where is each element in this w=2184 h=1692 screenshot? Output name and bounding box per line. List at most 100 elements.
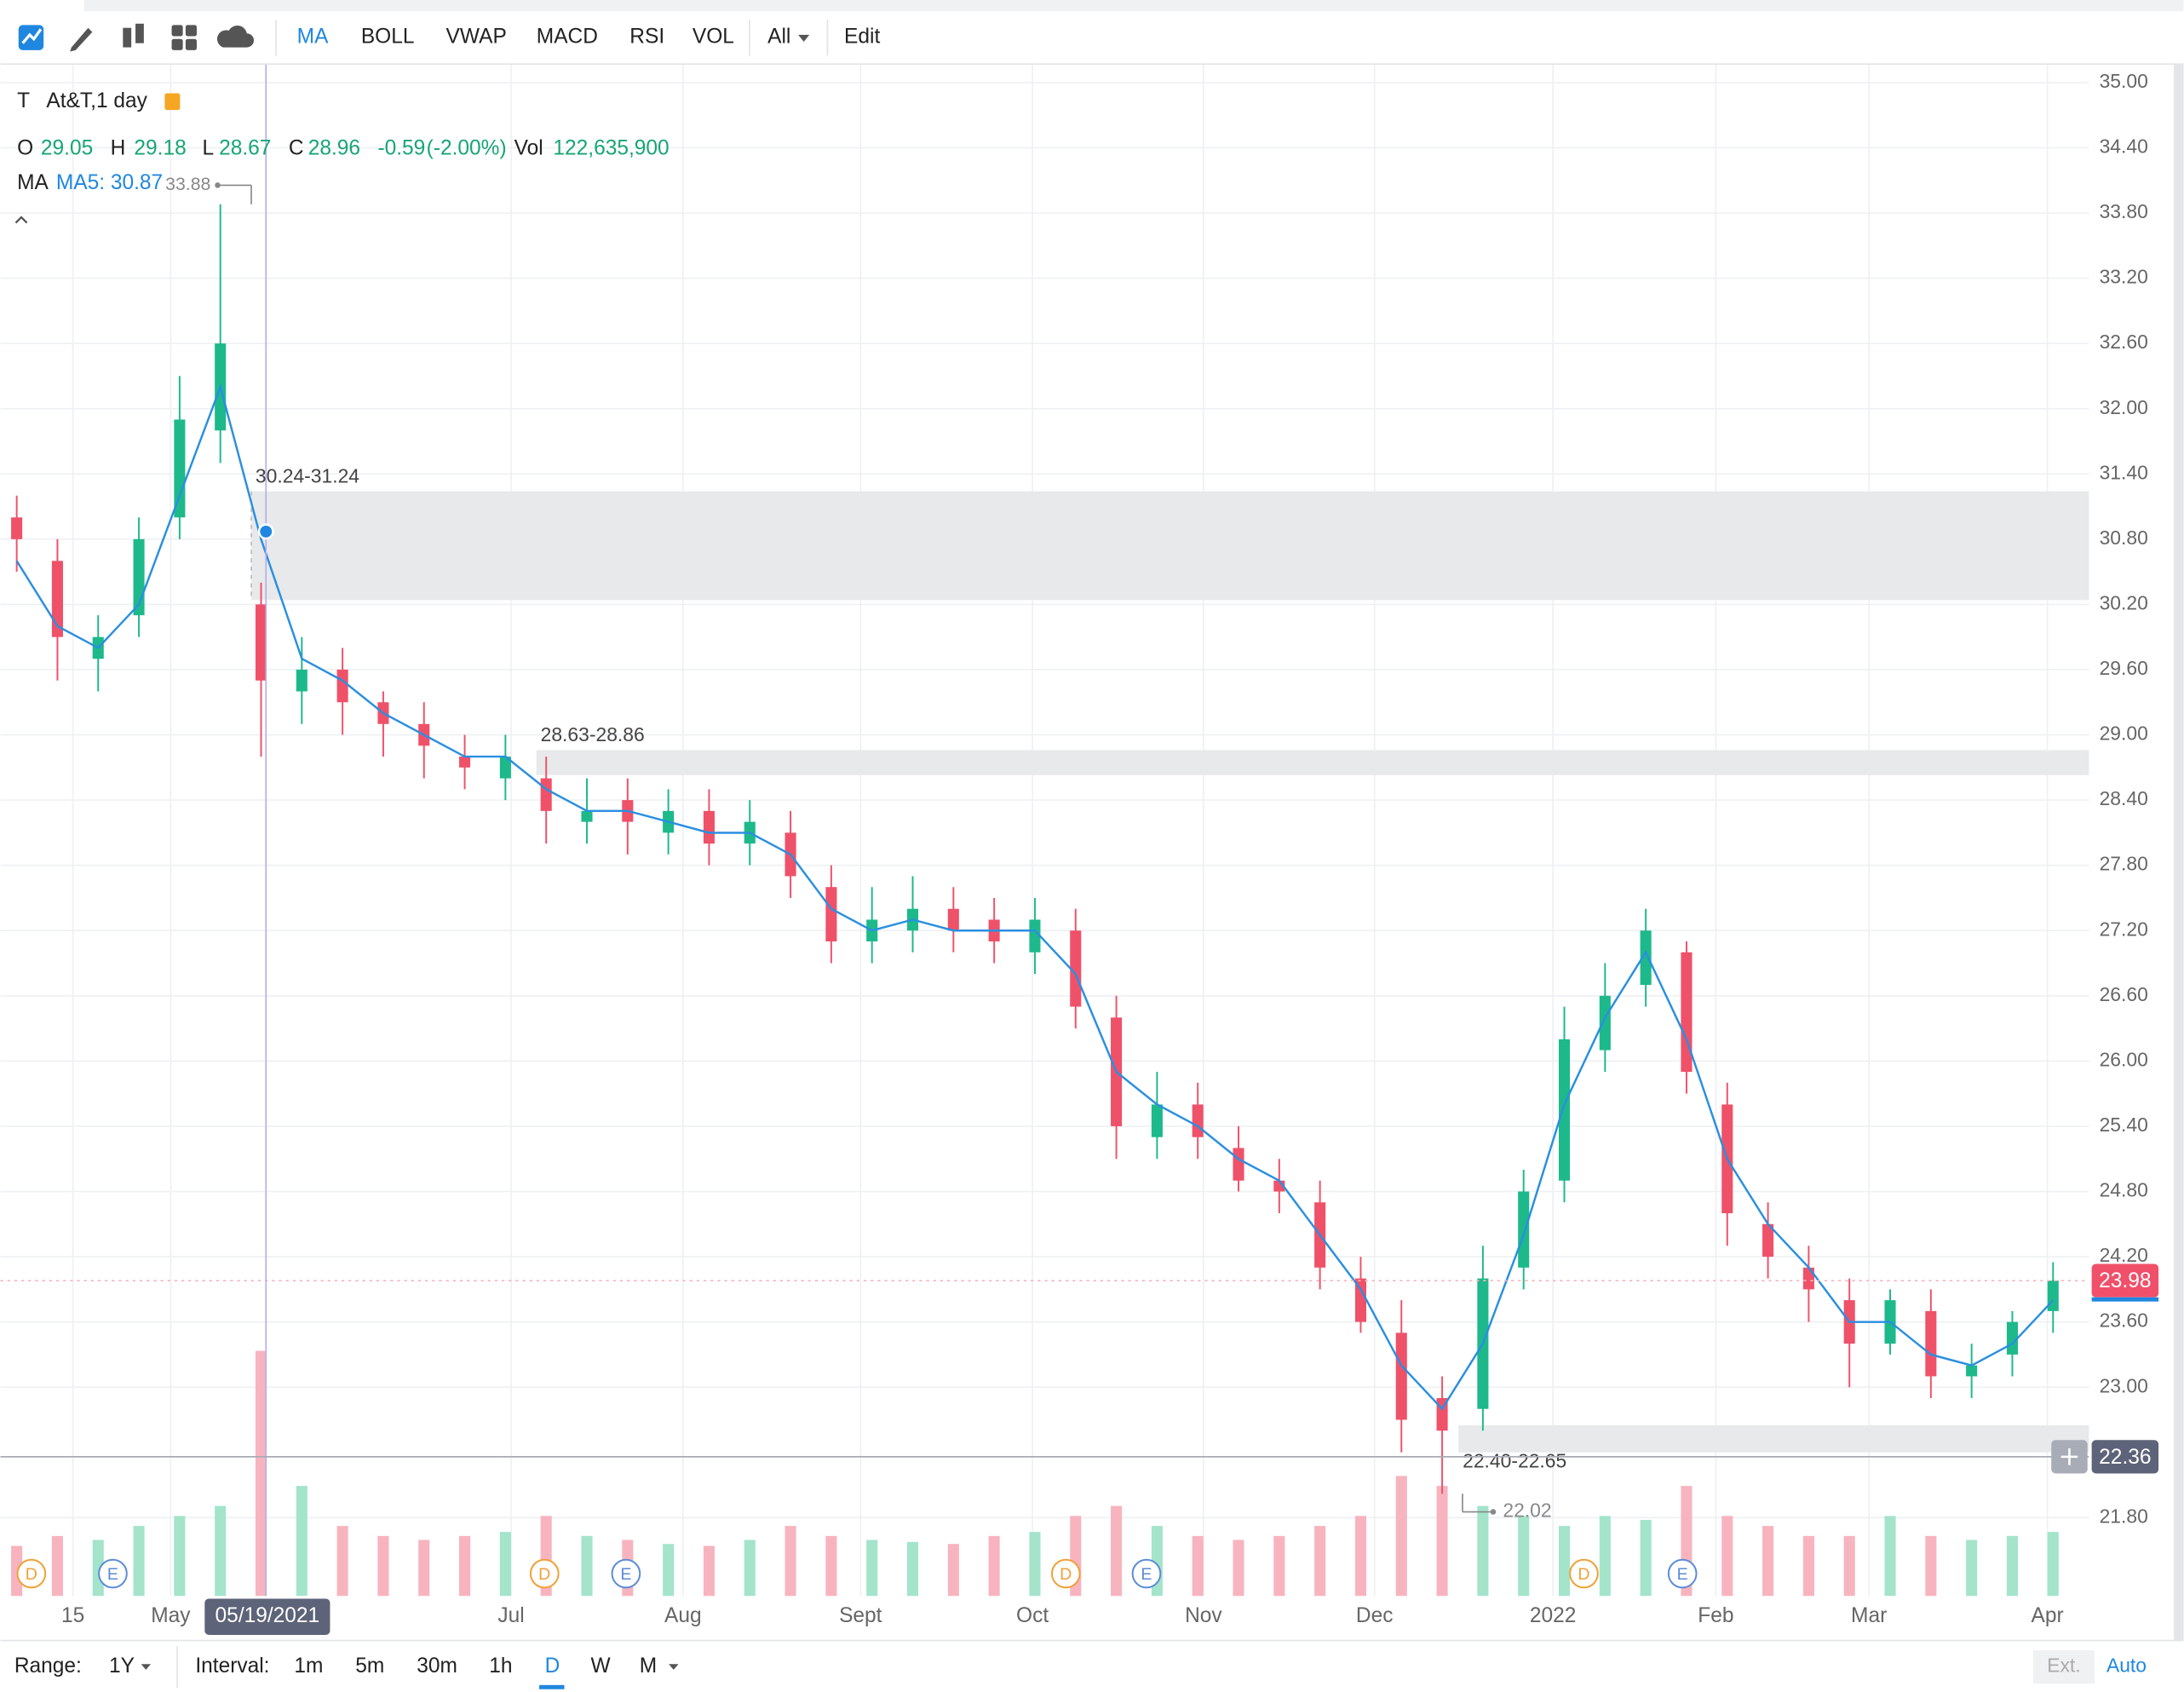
- range-select[interactable]: 1Y: [109, 1655, 135, 1678]
- scrollbar: [2174, 64, 2184, 1641]
- event-marker: [1131, 1558, 1162, 1589]
- event-marker: [1050, 1558, 1081, 1589]
- volume-bar: [1640, 1520, 1652, 1597]
- dropdown-arrow: [798, 34, 810, 43]
- change: -0.59: [377, 136, 425, 159]
- collapse-icon[interactable]: [14, 216, 28, 224]
- all-menu[interactable]: All: [767, 26, 790, 49]
- event-label: E: [1677, 1565, 1688, 1584]
- volume-bar: [1802, 1535, 1814, 1597]
- y-tick-label: 32.00: [2100, 396, 2148, 418]
- volume-bar: [1314, 1526, 1326, 1597]
- indicator[interactable]: MA: [297, 26, 329, 49]
- chart-type-glyph: [21, 28, 43, 44]
- volume-bar: [1518, 1516, 1530, 1597]
- y-tick-label: 35.00: [2100, 70, 2148, 92]
- y-tick-label: 23.00: [2100, 1374, 2148, 1396]
- x-tick-label: Dec: [1356, 1604, 1394, 1627]
- ext-button[interactable]: [2032, 1649, 2095, 1684]
- ma-value: MA5: 30.87: [56, 171, 163, 194]
- event-marker: [1667, 1558, 1698, 1589]
- volume-bar: [1762, 1526, 1774, 1597]
- candle-body: [703, 810, 715, 844]
- volume-bar: [947, 1544, 959, 1597]
- x-tick-label: Feb: [1698, 1604, 1733, 1627]
- volume-bar: [215, 1505, 227, 1597]
- ohlc-key: H: [111, 136, 126, 159]
- edit-button[interactable]: Edit: [844, 26, 880, 49]
- volume-bar: [296, 1486, 307, 1597]
- volume-bar: [2006, 1535, 2019, 1597]
- y-tick-label: 24.80: [2100, 1179, 2148, 1201]
- candle-body: [1640, 930, 1652, 986]
- volume-bar: [988, 1535, 1000, 1597]
- candle-body: [581, 810, 593, 822]
- top-strip: [83, 0, 2184, 12]
- high-marker-label: 33.88: [165, 174, 210, 194]
- candle-body: [499, 757, 511, 779]
- indicator[interactable]: VOL: [693, 26, 734, 49]
- volume-bar: [1273, 1535, 1285, 1597]
- volume-bar: [255, 1350, 267, 1597]
- ohlc-key: L: [203, 136, 215, 159]
- ohlc-value: 28.67: [219, 136, 271, 159]
- crosshair-dot: [257, 523, 274, 540]
- volume-bar: [459, 1535, 471, 1597]
- ma-key: MA: [17, 171, 49, 194]
- event-marker: [529, 1558, 560, 1589]
- vol-key: Vol: [514, 136, 543, 159]
- candle-body: [2006, 1321, 2019, 1355]
- interval[interactable]: M: [640, 1655, 657, 1678]
- volume-bar: [703, 1545, 715, 1597]
- event-label: D: [26, 1565, 37, 1584]
- y-tick-label: 29.00: [2100, 722, 2148, 745]
- indicator[interactable]: MACD: [537, 26, 598, 49]
- volume-bar: [1843, 1535, 1855, 1597]
- candle-body: [1395, 1332, 1407, 1420]
- candle-body: [1233, 1148, 1244, 1181]
- interval[interactable]: 5m: [355, 1655, 384, 1678]
- ohlc-value: 29.18: [134, 136, 186, 159]
- indicator[interactable]: VWAP: [446, 26, 507, 49]
- x-tick-label: Jul: [497, 1604, 524, 1627]
- zone: [1458, 1424, 2089, 1453]
- toolbar: MA BOLL VWAP MACD RSI VOL All Edit: [0, 19, 2184, 66]
- event-marker: [16, 1558, 47, 1589]
- interval[interactable]: 1m: [294, 1655, 323, 1678]
- crosshair-price: 22.36: [2099, 1446, 2151, 1469]
- layout-icon[interactable]: [171, 25, 197, 50]
- notes-icon[interactable]: [164, 93, 181, 111]
- volume-bar: [1395, 1476, 1407, 1597]
- volume-bar: [906, 1541, 919, 1597]
- auto-button[interactable]: Auto: [2106, 1655, 2147, 1677]
- candle-body: [540, 778, 552, 811]
- volume-bar: [1558, 1526, 1571, 1597]
- volume-bar: [418, 1539, 430, 1597]
- volume-bar: [133, 1526, 145, 1597]
- candle-icon[interactable]: [123, 23, 144, 48]
- candle-body: [1599, 995, 1611, 1050]
- indicator[interactable]: BOLL: [361, 26, 415, 49]
- vol-value: 122,635,900: [553, 136, 669, 159]
- draw-icon[interactable]: [70, 27, 93, 52]
- indicator[interactable]: RSI: [629, 26, 664, 49]
- interval[interactable]: 30m: [417, 1655, 457, 1678]
- cloud-icon[interactable]: [216, 26, 254, 48]
- interval[interactable]: D: [545, 1655, 560, 1678]
- candle-body: [1518, 1191, 1530, 1268]
- volume-bar: [1884, 1516, 1896, 1597]
- candle-body: [1192, 1104, 1204, 1137]
- x-tick-label: Mar: [1851, 1604, 1887, 1627]
- range-label: Range:: [14, 1655, 82, 1678]
- ohlc-key: O: [17, 136, 33, 159]
- volume-bar: [1192, 1535, 1204, 1597]
- interval[interactable]: 1h: [489, 1655, 512, 1678]
- volume-bar: [1966, 1539, 1978, 1597]
- volume-bar: [1029, 1532, 1041, 1597]
- volume-bar: [744, 1539, 756, 1597]
- y-tick-label: 34.40: [2100, 135, 2148, 157]
- interval[interactable]: W: [591, 1655, 612, 1678]
- y-tick-label: 21.80: [2100, 1505, 2148, 1527]
- volume-bar: [1233, 1539, 1244, 1597]
